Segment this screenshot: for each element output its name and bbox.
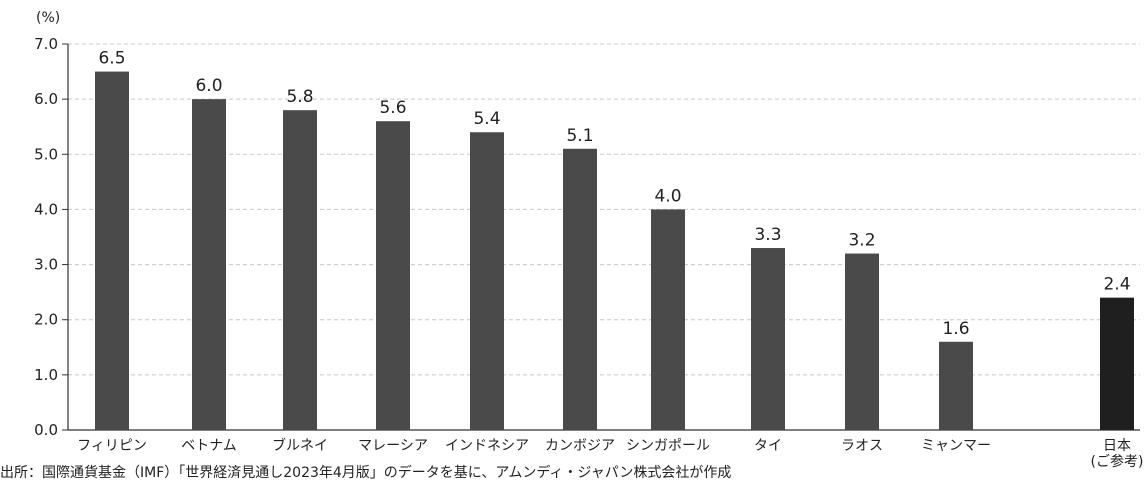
bar — [751, 248, 785, 430]
data-label: 5.8 — [286, 87, 313, 107]
y-tick-label: 4.0 — [34, 200, 58, 218]
bar — [939, 341, 973, 430]
source-note: 出所：国際通貨基金（IMF）「世界経済見通し2023年4月版」のデータを基に、ア… — [0, 465, 732, 481]
y-tick-label: 7.0 — [34, 35, 58, 53]
data-label: 6.5 — [98, 49, 125, 69]
x-tick-label: ミャンマー — [921, 438, 991, 454]
y-tick-label: 6.0 — [34, 90, 58, 108]
x-tick-label: カンボジア — [545, 438, 615, 454]
bar — [95, 71, 129, 431]
data-label: 2.4 — [1103, 275, 1130, 295]
bar — [283, 110, 317, 431]
data-label: 1.6 — [942, 319, 969, 339]
data-label: 5.1 — [566, 126, 593, 146]
data-label: 5.4 — [473, 109, 500, 129]
data-label: 3.3 — [754, 225, 781, 245]
data-label: 5.6 — [379, 98, 406, 118]
x-tick-label: マレーシア — [358, 438, 428, 454]
x-tick-label: 日本 — [1103, 438, 1131, 454]
y-tick-label: 1.0 — [34, 366, 58, 384]
x-tick-label: ブルネイ — [272, 437, 328, 454]
bar — [651, 209, 685, 430]
bar — [845, 253, 879, 430]
data-label: 4.0 — [654, 186, 681, 206]
bar — [192, 99, 226, 431]
x-tick-label: ベトナム — [181, 438, 237, 454]
x-tick-label: タイ — [754, 438, 782, 454]
x-tick-label: インドネシア — [445, 438, 529, 454]
y-tick-label: 5.0 — [34, 145, 58, 163]
bar — [470, 132, 504, 430]
y-unit-label: (%) — [36, 10, 60, 26]
x-tick-label: シンガポール — [626, 438, 710, 454]
data-label: 6.0 — [195, 76, 222, 96]
bar — [376, 121, 410, 430]
y-tick-label: 3.0 — [34, 256, 58, 274]
y-tick-label: 2.0 — [34, 311, 58, 329]
x-tick-label: ラオス — [841, 438, 883, 454]
bar — [563, 148, 597, 430]
x-tick-label: (ご参考) — [1091, 453, 1144, 470]
data-label: 3.2 — [848, 231, 875, 251]
bar — [1100, 297, 1134, 430]
y-tick-label: 0.0 — [34, 421, 58, 439]
x-tick-label: フィリピン — [77, 438, 147, 454]
